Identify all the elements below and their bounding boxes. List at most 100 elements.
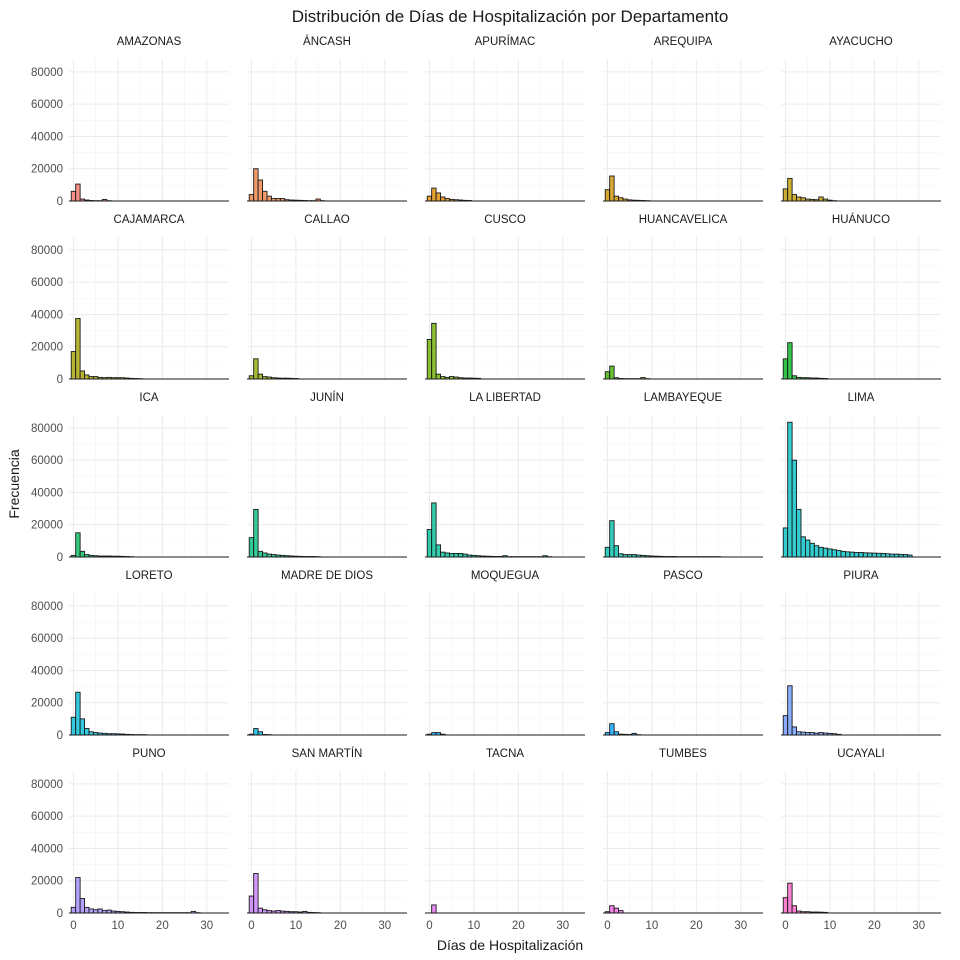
- bar-callao-1: [253, 358, 259, 380]
- y-tick-label: 20000: [31, 876, 63, 888]
- x-tick-label: 20: [690, 920, 703, 932]
- y-tick-label: 60000: [31, 455, 63, 467]
- y-tick-label: 0: [57, 196, 63, 208]
- facet-label-huancavelica: HUANCAVELICA: [639, 214, 728, 226]
- bar-ancash-0: [248, 194, 255, 202]
- bar-junin-1: [253, 508, 259, 558]
- facet-label-lambayeque: LAMBAYEQUE: [644, 392, 723, 404]
- bar-la-libertad-3: [440, 551, 446, 558]
- bar-puno-1: [75, 877, 81, 914]
- panel-tacna: TACNA 0 10 20 30: [425, 748, 585, 932]
- x-tick-label: 0: [248, 920, 254, 932]
- bar-lima-16: [853, 552, 860, 558]
- bar-ancash-4: [266, 195, 272, 202]
- bar-ayacucho-8: [818, 196, 824, 202]
- bar-la-libertad-5: [448, 553, 455, 558]
- bar-la-libertad-0: [426, 529, 433, 558]
- bar-pasco-1: [609, 723, 615, 736]
- bar-cajamarca-1: [75, 318, 81, 380]
- panel-piura: PIURA: [781, 570, 941, 736]
- facet-label-apurimac: APURÍMAC: [475, 35, 536, 48]
- y-tick-label: 40000: [31, 131, 63, 143]
- bar-apurimac-2: [435, 192, 442, 202]
- y-tick-label: 80000: [31, 779, 63, 791]
- bar-huancavelica-0: [604, 371, 611, 380]
- bar-lima-20: [871, 552, 878, 558]
- bar-lima-15: [849, 551, 855, 558]
- bar-arequipa-1: [609, 175, 615, 202]
- panel-la-libertad: LA LIBERTAD: [425, 392, 585, 558]
- y-tick-label: 80000: [31, 245, 63, 257]
- bar-piura-1: [787, 685, 793, 736]
- bar-puno-3: [84, 906, 90, 914]
- panel-lima: LIMA: [781, 392, 941, 558]
- x-tick-label: 20: [512, 920, 525, 932]
- bar-cajamarca-3: [84, 374, 90, 380]
- panel-cajamarca: CAJAMARCA 0 20000 40000 60000 80000: [31, 214, 229, 386]
- bar-lima-3: [796, 508, 802, 558]
- bar-la-libertad-2: [435, 544, 442, 558]
- facet-label-ucayali: UCAYALI: [837, 748, 885, 760]
- bar-la-libertad-6: [453, 553, 459, 558]
- x-tick-label: 30: [556, 920, 569, 932]
- bar-lima-0: [782, 527, 789, 558]
- chart-title: Distribución de Días de Hospitalización …: [292, 7, 729, 26]
- bar-la-libertad-7: [457, 553, 464, 558]
- panel-callao: CALLAO: [247, 214, 407, 380]
- bar-loreto-2: [79, 718, 86, 736]
- bar-loreto-0: [70, 716, 77, 736]
- y-tick-label: 40000: [31, 843, 63, 855]
- facet-label-arequipa: AREQUIPA: [654, 36, 713, 48]
- panel-ancash: ÁNCASH: [247, 35, 407, 202]
- panel-ayacucho: AYACUCHO: [781, 36, 941, 202]
- bar-apurimac-3: [440, 196, 446, 202]
- y-tick-label: 40000: [31, 487, 63, 499]
- bar-ayacucho-0: [782, 188, 789, 202]
- x-tick-label: 0: [426, 920, 432, 932]
- bar-junin-0: [248, 537, 255, 558]
- panel-huanuco: HUÁNUCO: [781, 213, 941, 380]
- x-tick-label: 20: [156, 920, 169, 932]
- bar-ucayali-2: [791, 905, 798, 914]
- panel-ica: ICA 0 20000 40000 60000 80000: [31, 392, 229, 564]
- x-tick-label: 30: [734, 920, 747, 932]
- x-axis-label: Días de Hospitalización: [437, 937, 583, 953]
- bar-lima-13: [840, 550, 846, 558]
- bar-lima-10: [827, 548, 833, 558]
- facet-label-puno: PUNO: [132, 748, 165, 760]
- bar-callao-2: [257, 373, 264, 380]
- bar-cusco-1: [431, 322, 437, 380]
- x-tick-label: 0: [604, 920, 610, 932]
- facet-label-huanuco: HUÁNUCO: [832, 213, 890, 226]
- bar-ancash-1: [253, 168, 259, 202]
- x-tick-label: 10: [111, 920, 124, 932]
- bar-puno-6: [97, 908, 103, 914]
- y-tick-label: 80000: [31, 601, 63, 613]
- bar-lima-11: [831, 549, 838, 558]
- bar-junin-3: [262, 552, 268, 558]
- bar-san-martin-0: [248, 895, 255, 914]
- bar-puno-0: [70, 906, 77, 914]
- facet-label-junin: JUNÍN: [310, 391, 344, 404]
- bar-lima-14: [844, 551, 851, 558]
- x-tick-label: 10: [289, 920, 302, 932]
- bar-arequipa-2: [613, 195, 620, 202]
- bar-madre-de-dios-1: [253, 728, 259, 736]
- bar-lima-5: [804, 539, 811, 558]
- bar-ayacucho-1: [787, 177, 793, 202]
- panel-huancavelica: HUANCAVELICA: [603, 214, 763, 380]
- bar-puno-4: [88, 908, 94, 914]
- facet-label-san-martin: SAN MARTÍN: [292, 747, 363, 760]
- facet-label-ica: ICA: [139, 392, 159, 404]
- x-tick-label: 20: [868, 920, 881, 932]
- bar-huancavelica-1: [609, 365, 615, 380]
- y-tick-label: 40000: [31, 309, 63, 321]
- y-tick-label: 0: [57, 908, 63, 920]
- bar-ayacucho-3: [796, 196, 802, 202]
- x-tick-label: 10: [645, 920, 658, 932]
- facet-label-tumbes: TUMBES: [659, 748, 707, 760]
- bar-tumbes-1: [609, 905, 615, 914]
- bar-lima-17: [858, 552, 864, 558]
- bar-apurimac-1: [431, 187, 437, 202]
